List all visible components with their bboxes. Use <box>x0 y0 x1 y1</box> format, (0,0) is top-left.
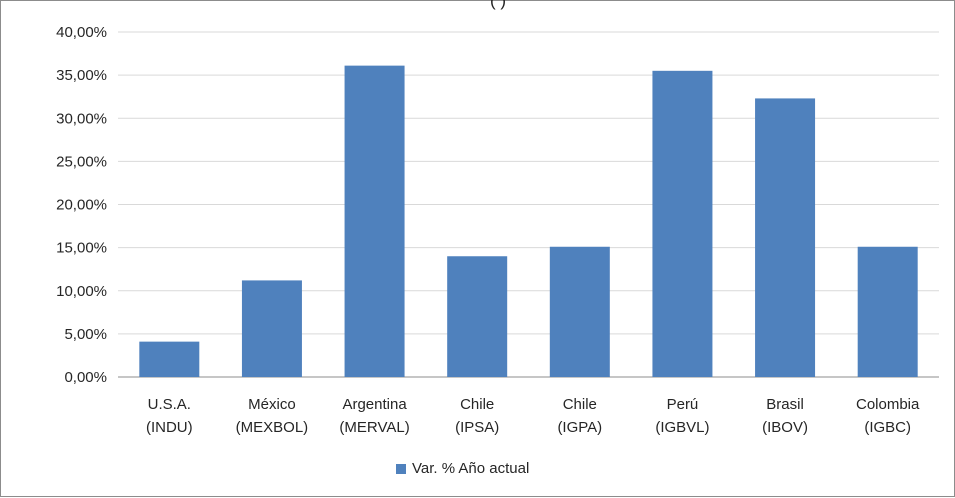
bar <box>857 246 918 377</box>
bar <box>241 280 302 377</box>
y-tick-label: 25,00% <box>56 153 107 170</box>
bar <box>652 70 713 377</box>
x-category-label: U.S.A. (INDU) <box>146 396 193 436</box>
bar <box>139 341 200 377</box>
x-category-label: Argentina (MERVAL) <box>339 396 409 436</box>
bar <box>549 246 610 377</box>
y-tick-label: 20,00% <box>56 197 107 214</box>
y-tick-label: 30,00% <box>56 110 107 127</box>
y-tick-label: 35,00% <box>56 67 107 84</box>
y-tick-label: 10,00% <box>56 283 107 300</box>
x-category-label: México (MEXBOL) <box>236 396 309 436</box>
bar <box>447 256 508 377</box>
x-category-label: Colombia (IGBC) <box>856 396 920 436</box>
x-category-label: Chile (IPSA) <box>455 396 499 436</box>
legend-swatch <box>396 463 406 474</box>
legend-label: Var. % Año actual <box>412 460 530 477</box>
y-tick-label: 40,00% <box>56 24 107 41</box>
x-category-label: Brasil (IBOV) <box>762 396 808 436</box>
y-tick-label: 15,00% <box>56 240 107 257</box>
x-category-label: Perú (IGBVL) <box>655 396 709 436</box>
bar <box>344 65 405 377</box>
x-category-label: Chile (IGPA) <box>557 396 602 436</box>
legend: Var. % Año actual <box>396 460 529 477</box>
y-tick-label: 5,00% <box>64 326 107 343</box>
chart-title-fragment: ( ) <box>489 0 507 10</box>
y-tick-label: 0,00% <box>64 369 107 386</box>
bar <box>755 98 816 377</box>
